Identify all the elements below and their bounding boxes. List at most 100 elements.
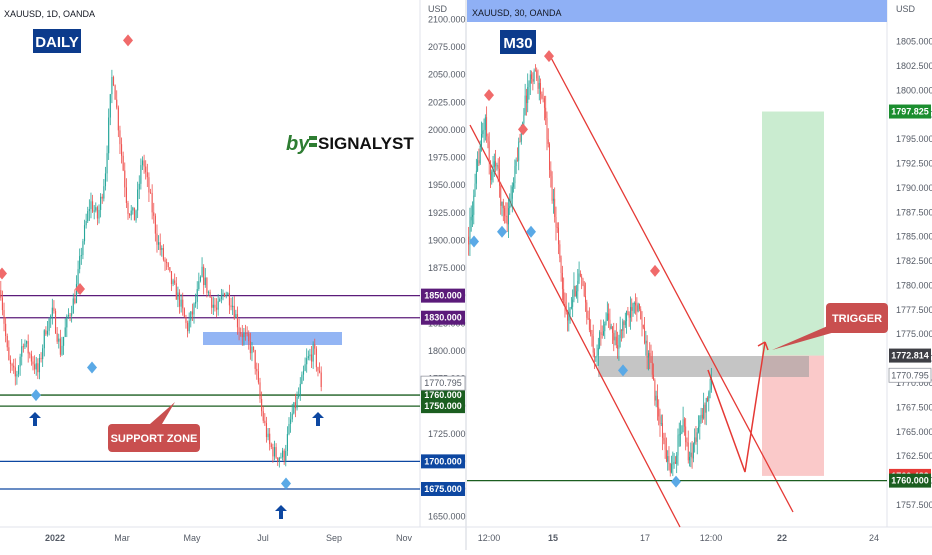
candle-body [549,143,550,170]
candle-body [244,332,247,334]
left-level-tag-label: 1700.000 [424,456,462,466]
candle-body [54,310,57,334]
candle-body [159,242,161,250]
candle-body [220,295,222,299]
candle-body [264,420,266,423]
candle-body [114,85,116,100]
right-axis-currency: USD [896,4,916,14]
candle-body [108,117,110,154]
candle-body [38,357,41,373]
candle-body [516,160,518,162]
candle-body [601,334,603,336]
candle-body [95,207,97,211]
sell-signal-diamond [484,89,494,102]
candle-body [495,161,497,167]
candle-body [185,317,187,323]
candle-body [312,344,314,362]
candle-body [251,346,253,354]
candle-body [649,353,651,357]
candle-body [273,447,276,457]
right-price-tick: 1767.500 [896,402,932,412]
candle-body [285,450,287,461]
candle-body [283,450,285,461]
candle-body [551,176,553,201]
candle-body [253,346,255,351]
candle-body [103,186,105,199]
candle-body [704,404,706,413]
left-price-tick: 1900.000 [428,235,466,245]
candle-body [46,330,49,335]
right-price-tag-label: 1760.000 [891,476,929,486]
candle-body [590,329,592,335]
candle-body [491,171,493,181]
candle-body [314,344,316,349]
candle-body [529,74,531,84]
candle-body [80,255,82,257]
candle-body [638,303,640,310]
candle-body [161,248,163,250]
candle-body [689,456,690,461]
candle-body [587,317,589,319]
candle-body [199,276,202,282]
candle-body [519,141,521,143]
candle-body [532,79,534,82]
candle-body [93,210,95,212]
candle-body [265,422,268,438]
candle-body [175,283,177,300]
candle-body [578,273,580,281]
projected-path [707,341,766,473]
candle-body [82,241,84,256]
candle-body [674,461,676,464]
right-price-tick: 1800.000 [896,85,932,95]
candle-body [307,356,309,359]
candle-body [496,165,498,167]
candle-body [281,450,284,458]
candle-body [509,206,511,209]
candle-body [656,395,658,408]
candle-body [286,434,288,451]
candle-body [513,183,515,187]
candle-body [232,305,234,308]
candle-body [681,431,683,434]
left-symbol-title: XAUUSD, 1D, OANDA [4,9,95,19]
candle-body [518,141,520,161]
candle-body [269,433,271,445]
candle-body [563,289,565,302]
sell-signal-diamond [518,123,528,136]
candle-body [540,83,542,95]
right-price-tick: 1762.500 [896,451,932,461]
candle-body [626,310,628,322]
candle-body [537,78,539,89]
candle-body [206,277,208,293]
candle-body [149,192,152,194]
candle-body [120,144,123,156]
candle-body [174,280,176,284]
candle-body [187,322,189,332]
candle-body [468,236,470,245]
candle-body [193,303,195,315]
candle-body [236,314,239,328]
buy-signal-diamond [87,361,97,374]
candle-body [506,215,508,225]
candle-body [683,419,685,427]
candle-body [288,423,290,435]
candle-body [708,392,710,402]
right-price-tick: 1795.000 [896,134,932,144]
right-price-tag [889,348,931,363]
right-price-tick: 1792.500 [896,158,932,168]
candle-body [536,70,538,79]
candle-body [151,193,153,213]
sell-signal-diamond [0,267,7,280]
candle-body [183,308,185,318]
candle-body [291,413,293,420]
left-price-tick: 2000.000 [428,125,466,135]
candle-body [499,168,500,186]
candle-body [190,311,192,321]
left-level-tag [421,310,465,325]
support-zone-label: SUPPORT ZONE [111,433,198,445]
left-time-tick: Sep [326,533,342,543]
candle-body [34,364,36,370]
candle-body [14,367,16,377]
candle-body [622,321,624,331]
left-resistance-zone [203,332,342,345]
